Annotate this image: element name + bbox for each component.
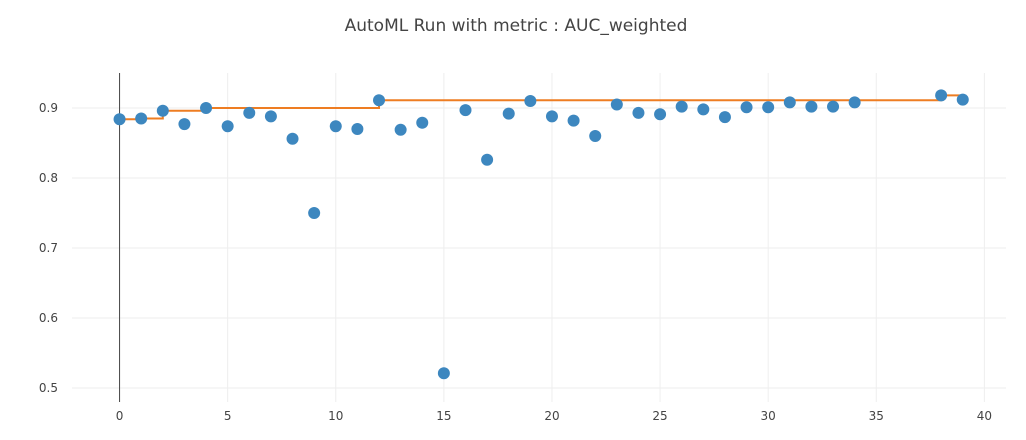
- best-metric-step: [119, 94, 963, 121]
- x-tick-label: 25: [652, 409, 667, 423]
- run-point[interactable]: [675, 100, 688, 113]
- x-tick-label: 20: [544, 409, 559, 423]
- run-point[interactable]: [394, 123, 407, 136]
- run-point[interactable]: [351, 123, 364, 135]
- run-point[interactable]: [762, 101, 775, 114]
- y-tick-label: 0.8: [39, 171, 58, 185]
- run-point[interactable]: [459, 104, 472, 117]
- y-tick-label: 0.5: [39, 381, 58, 395]
- run-point[interactable]: [156, 104, 169, 117]
- run-points: [113, 89, 969, 380]
- run-point[interactable]: [567, 114, 580, 127]
- run-point[interactable]: [286, 132, 299, 145]
- run-point[interactable]: [632, 106, 645, 119]
- run-point[interactable]: [243, 106, 256, 119]
- run-point[interactable]: [437, 367, 450, 380]
- grid-layer: [72, 73, 1006, 402]
- run-point[interactable]: [545, 110, 558, 123]
- run-point[interactable]: [113, 113, 126, 126]
- x-tick-label: 35: [869, 409, 884, 423]
- run-point[interactable]: [935, 89, 948, 102]
- x-tick-label: 0: [116, 409, 124, 423]
- tick-labels: 0 5 10 15 20 25 30 35 40 0.5 0.6 0.7 0.8 0.9: [39, 101, 992, 423]
- run-point[interactable]: [740, 101, 753, 114]
- run-point[interactable]: [827, 100, 840, 113]
- run-point[interactable]: [178, 118, 191, 131]
- run-point[interactable]: [373, 94, 386, 107]
- run-point[interactable]: [221, 120, 234, 133]
- run-point[interactable]: [524, 95, 537, 107]
- run-point[interactable]: [848, 96, 861, 109]
- x-tick-label: 30: [761, 409, 776, 423]
- run-point[interactable]: [610, 98, 623, 111]
- y-tick-label: 0.7: [39, 241, 58, 255]
- chart-title: AutoML Run with metric : AUC_weighted: [344, 16, 688, 36]
- run-point[interactable]: [502, 107, 515, 120]
- run-point[interactable]: [329, 120, 342, 133]
- best-metric-step-line: [119, 94, 963, 121]
- run-point[interactable]: [805, 100, 818, 113]
- y-tick-label: 0.6: [39, 311, 58, 325]
- x-tick-label: 40: [977, 409, 992, 423]
- run-point[interactable]: [654, 108, 667, 121]
- run-point[interactable]: [200, 102, 213, 114]
- run-point[interactable]: [481, 153, 494, 166]
- x-tick-label: 15: [436, 409, 451, 423]
- run-point[interactable]: [697, 103, 710, 116]
- run-point[interactable]: [135, 112, 148, 125]
- y-tick-label: 0.9: [39, 101, 58, 115]
- run-point[interactable]: [783, 96, 796, 109]
- run-point[interactable]: [308, 207, 321, 219]
- x-tick-label: 10: [328, 409, 343, 423]
- run-point[interactable]: [956, 93, 969, 106]
- run-point[interactable]: [718, 111, 731, 124]
- run-point[interactable]: [589, 130, 602, 142]
- run-point[interactable]: [264, 110, 277, 123]
- x-tick-label: 5: [224, 409, 232, 423]
- run-point[interactable]: [416, 116, 429, 129]
